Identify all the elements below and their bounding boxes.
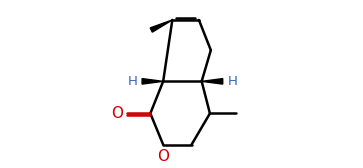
- Polygon shape: [142, 79, 163, 84]
- Text: O: O: [111, 106, 123, 121]
- Text: H: H: [227, 75, 237, 88]
- Text: O: O: [157, 149, 169, 164]
- Text: H: H: [128, 75, 138, 88]
- Polygon shape: [150, 20, 172, 32]
- Polygon shape: [202, 79, 223, 84]
